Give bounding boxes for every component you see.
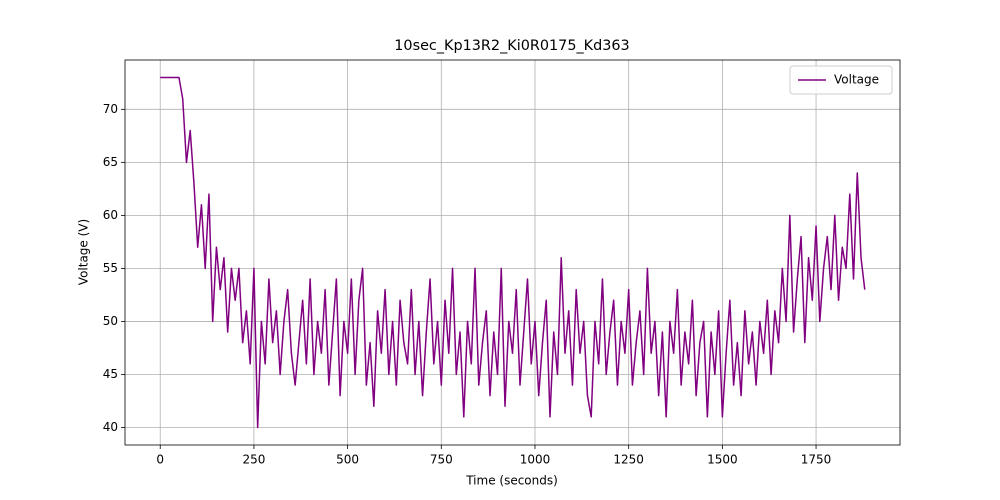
x-tick-label: 1750 [801, 453, 832, 467]
x-tick-label: 0 [156, 453, 164, 467]
x-tick-label: 500 [336, 453, 359, 467]
x-tick-label: 1250 [613, 453, 644, 467]
y-tick-label: 45 [103, 367, 118, 381]
y-tick-label: 50 [103, 314, 118, 328]
y-tick-label: 55 [103, 261, 118, 275]
plot-frame [124, 59, 901, 446]
y-tick-label: 65 [103, 155, 118, 169]
x-tick-label: 750 [430, 453, 453, 467]
legend: Voltage [789, 65, 893, 95]
y-tick-label: 60 [103, 208, 118, 222]
legend-label: Voltage [834, 73, 879, 87]
legend-box [789, 65, 893, 95]
x-tick-label: 1500 [707, 453, 738, 467]
y-axis-label: Voltage (V) [77, 219, 91, 285]
x-tick-label: 1000 [520, 453, 551, 467]
chart-title: 10sec_Kp13R2_Ki0R0175_Kd363 [394, 38, 629, 54]
x-tick-label: 250 [242, 453, 265, 467]
line-series [160, 76, 866, 429]
y-tick-label: 70 [103, 102, 118, 116]
y-tick-label: 40 [103, 420, 118, 434]
x-axis-label: Time (seconds) [465, 474, 558, 488]
